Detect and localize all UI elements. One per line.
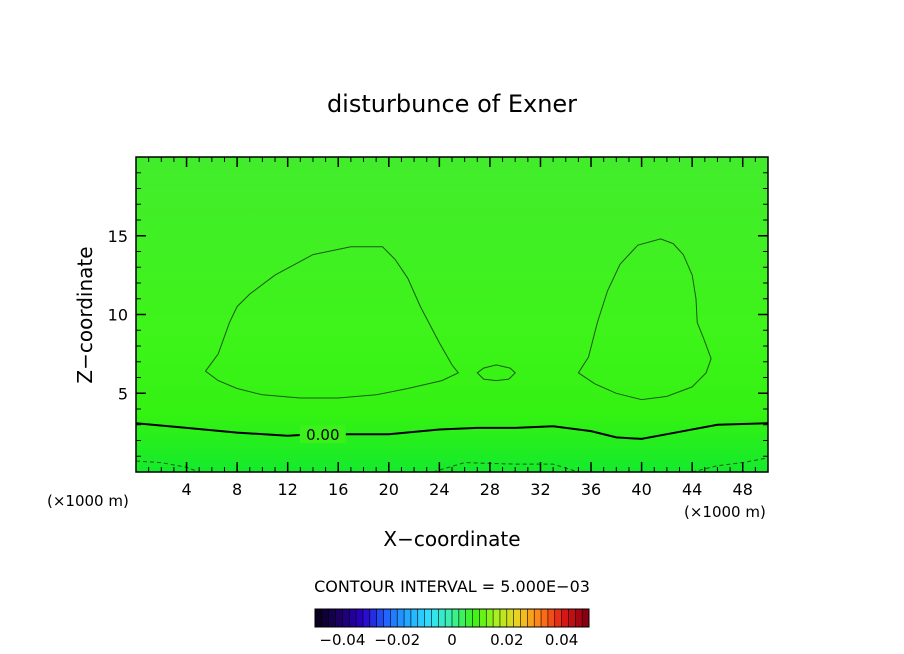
- colorbar-cell: [410, 609, 419, 627]
- colorbar: −0.04 −0.02 0 0.02 0.04: [314, 608, 590, 649]
- y-tick-label: 5: [118, 384, 128, 403]
- x-tick-label: 8: [232, 480, 242, 499]
- y-tick-label: 15: [108, 227, 128, 246]
- colorbar-cell: [390, 609, 398, 627]
- positive-contour: [204, 246, 460, 399]
- colorbar-frame: [314, 608, 590, 628]
- contour-interval-text: CONTOUR INTERVAL = 5.000E−03: [314, 577, 590, 596]
- negative-contour: [692, 457, 768, 472]
- colorbar-cell: [472, 609, 480, 627]
- negative-contour: [432, 462, 579, 472]
- colorbar-cell: [520, 609, 528, 627]
- contour-layer: 0.00: [136, 238, 768, 472]
- colorbar-cell: [479, 609, 487, 627]
- colorbar-cell: [362, 609, 371, 627]
- x-tick-label: 4: [181, 480, 191, 499]
- colorbar-cell: [534, 609, 542, 627]
- colorbar-cell: [328, 609, 336, 627]
- x-tick-label: 28: [480, 480, 500, 499]
- colorbar-cell: [582, 609, 590, 627]
- colorbar-tick-label: 0: [447, 631, 457, 649]
- contour-label: 0.00: [306, 426, 339, 444]
- colorbar-cell: [438, 609, 446, 627]
- colorbar-tick-label: −0.04: [319, 631, 365, 649]
- x-tick-label: 24: [429, 480, 449, 499]
- colorbar-cell: [506, 609, 514, 627]
- x-unit-right: (×1000 m): [684, 503, 766, 521]
- colorbar-cell: [321, 609, 329, 627]
- colorbar-cell: [369, 609, 377, 627]
- positive-contour: [476, 364, 516, 382]
- colorbar-cell: [335, 609, 343, 627]
- colorbar-cell: [493, 609, 501, 627]
- colorbar-cell: [554, 609, 562, 627]
- x-tick-label: 32: [530, 480, 550, 499]
- x-tick-label: 44: [682, 480, 702, 499]
- colorbar-cell: [458, 609, 466, 627]
- colorbar-cell: [568, 609, 576, 627]
- colorbar-cell: [486, 609, 494, 627]
- x-axis-label: X−coordinate: [383, 527, 520, 551]
- colorbar-cell: [356, 609, 364, 627]
- colorbar-cell: [499, 609, 508, 627]
- colorbar-cell: [513, 609, 521, 627]
- x-tick-label: 20: [379, 480, 399, 499]
- colorbar-cell: [404, 609, 412, 627]
- colorbar-cell: [527, 609, 535, 627]
- colorbar-cell: [417, 609, 425, 627]
- y-axis-label: Z−coordinate: [73, 246, 97, 383]
- x-tick-label: 12: [278, 480, 298, 499]
- x-unit-left: (×1000 m): [47, 492, 129, 510]
- colorbar-cell: [561, 609, 569, 627]
- y-tick-label: 10: [108, 306, 128, 325]
- contour-label-bg: [299, 425, 346, 444]
- colorbar-tick-label: −0.02: [374, 631, 420, 649]
- colorbar-cell: [424, 609, 432, 627]
- colorbar-tick-label: 0.02: [490, 631, 523, 649]
- colorbar-cell: [452, 609, 460, 627]
- plot-field: [136, 157, 768, 472]
- x-tick-label: 40: [631, 480, 651, 499]
- x-tick-label: 16: [328, 480, 348, 499]
- colorbar-cell: [349, 609, 357, 627]
- colorbar-cell: [541, 609, 549, 627]
- colorbar-cell: [383, 609, 391, 627]
- chart-title: disturbunce of Exner: [327, 90, 577, 118]
- colorbar-cell: [547, 609, 556, 627]
- colorbar-cell: [315, 609, 323, 627]
- colorbar-tick-label: 0.04: [545, 631, 578, 649]
- negative-contour: [136, 460, 200, 472]
- colorbar-cell: [431, 609, 439, 627]
- x-tick-label: 36: [581, 480, 601, 499]
- colorbar-cell: [397, 609, 405, 627]
- zero-contour: [136, 422, 768, 440]
- colorbar-cell: [575, 609, 583, 627]
- colorbar-cell: [342, 609, 350, 627]
- colorbar-cell: [465, 609, 473, 627]
- x-tick-label: 48: [733, 480, 753, 499]
- colorbar-cell: [376, 609, 384, 627]
- colorbar-cell: [445, 609, 453, 627]
- positive-contour: [577, 238, 712, 401]
